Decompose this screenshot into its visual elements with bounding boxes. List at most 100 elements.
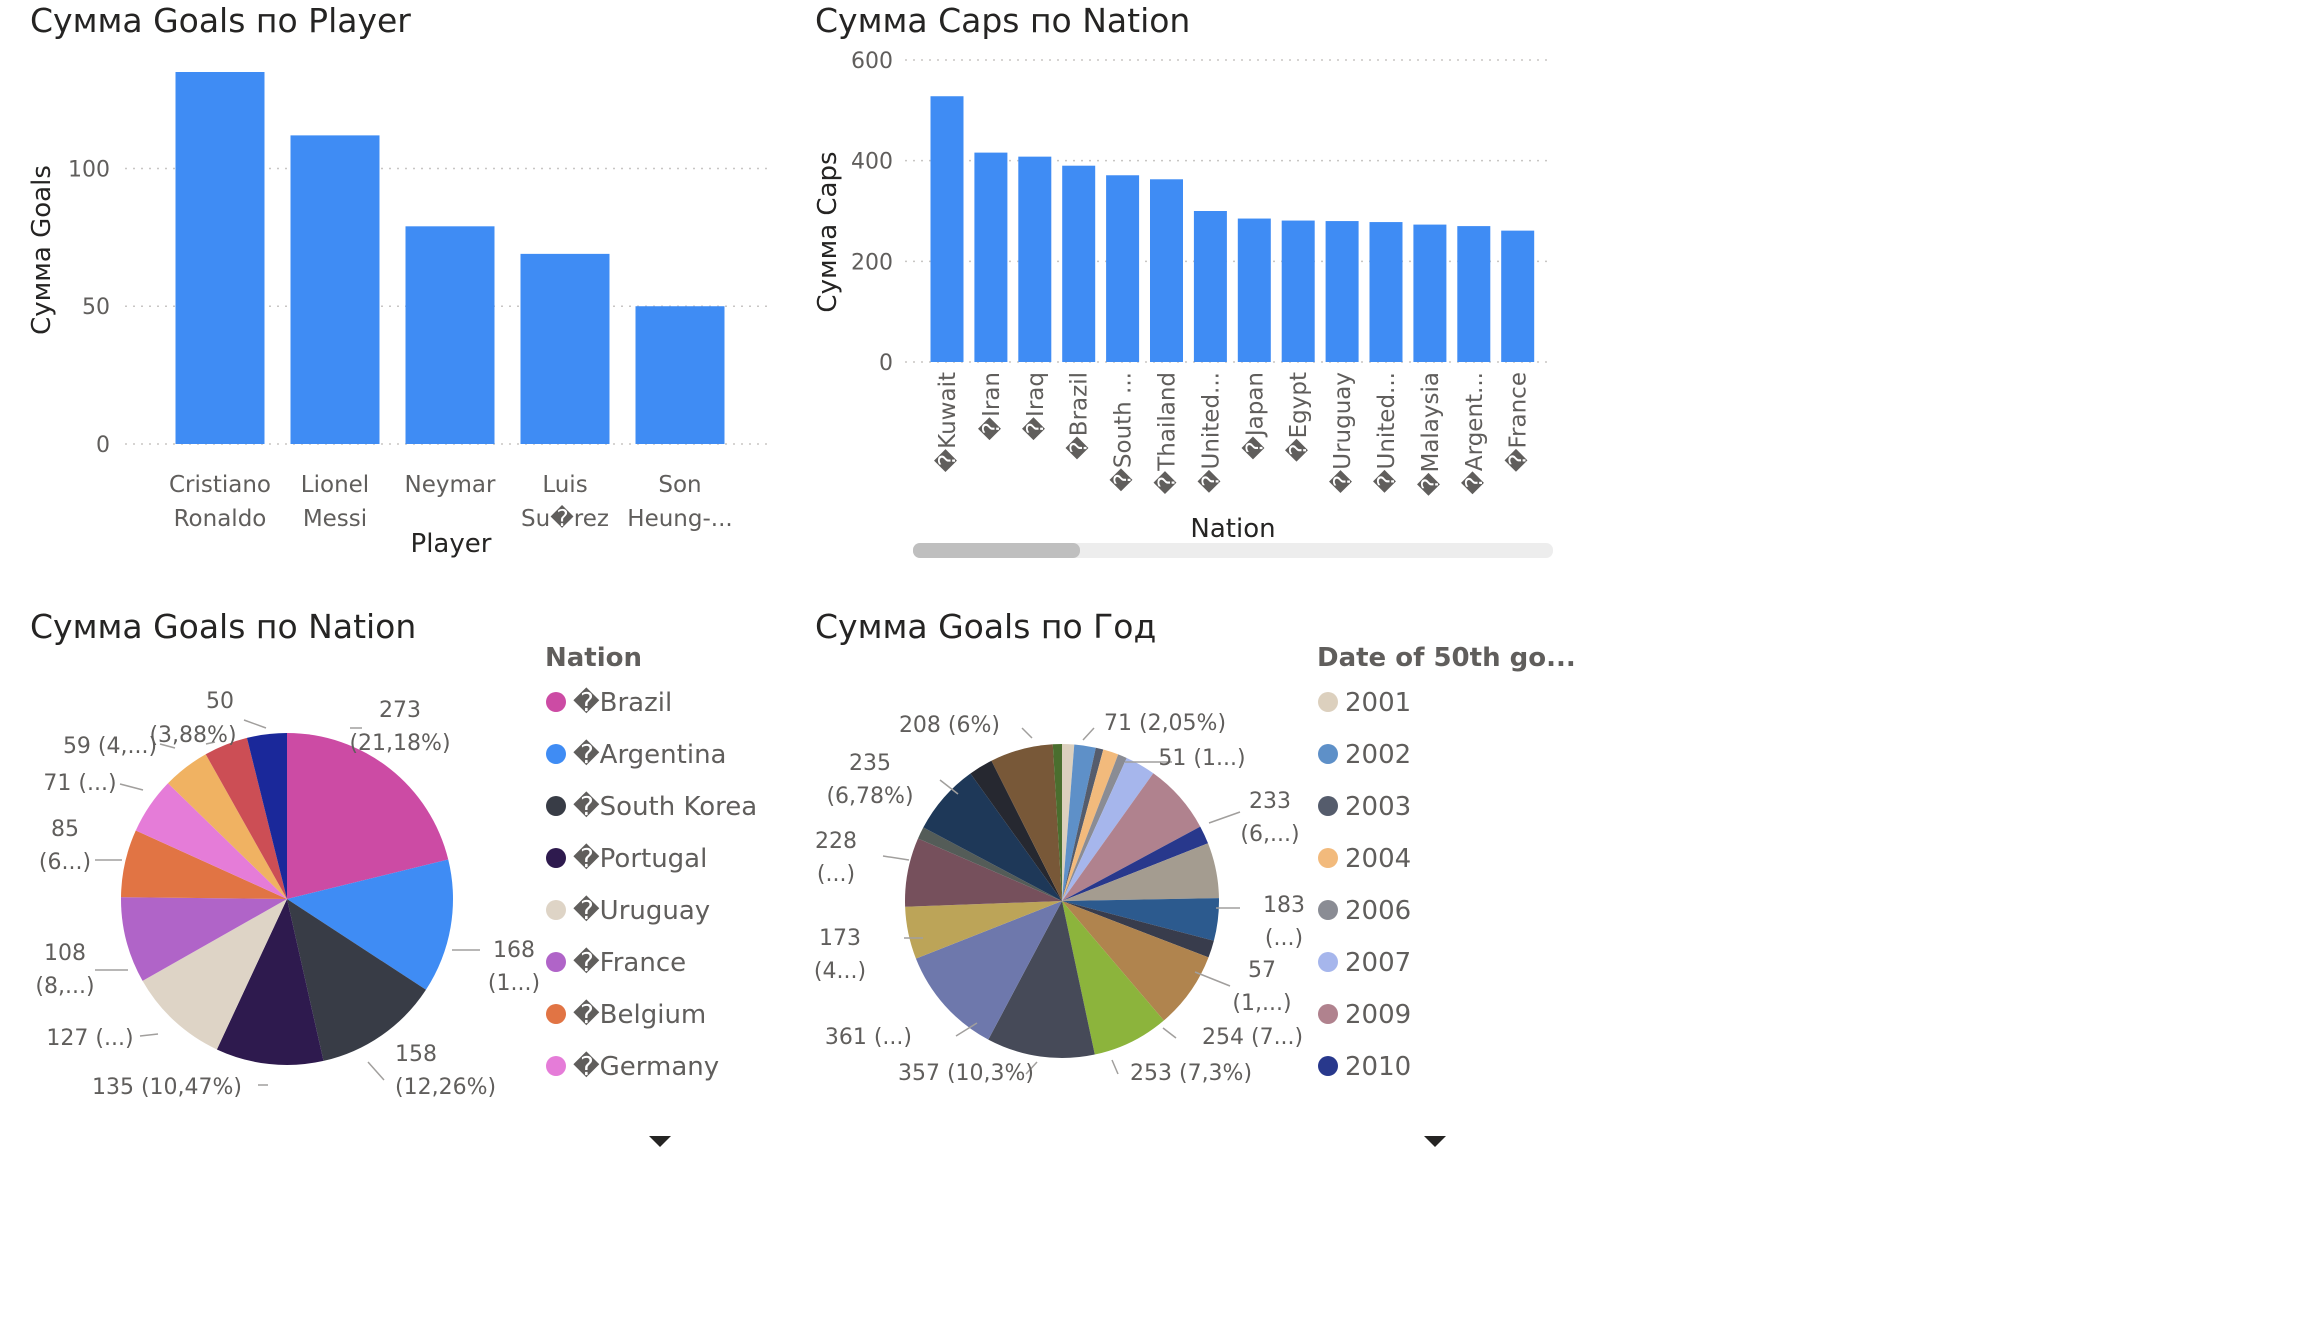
leader-line bbox=[1194, 971, 1231, 987]
y-tick-label: 200 bbox=[851, 250, 893, 275]
legend-item: �Brazil bbox=[573, 687, 672, 718]
pie-slice bbox=[1062, 773, 1201, 901]
pie-slice bbox=[1062, 754, 1127, 901]
leader-line bbox=[243, 719, 267, 729]
bar bbox=[405, 226, 495, 444]
leader-line bbox=[882, 855, 910, 861]
data-label: 228 bbox=[815, 829, 857, 854]
chart-title: Сумма Goals по Год bbox=[815, 607, 1156, 646]
pie-slice bbox=[287, 899, 426, 1061]
data-label: 85 bbox=[51, 817, 79, 842]
pie-slice bbox=[167, 754, 287, 899]
x-tick-label: �Brazil bbox=[1065, 372, 1093, 460]
bar bbox=[1413, 224, 1447, 362]
x-tick-label: �United... bbox=[1372, 372, 1400, 493]
y-tick-label: 400 bbox=[851, 150, 893, 175]
leader-line bbox=[1025, 1061, 1038, 1075]
bar bbox=[1281, 220, 1315, 362]
pie-slice bbox=[1062, 901, 1214, 958]
legend-item: �Portugal bbox=[573, 843, 707, 874]
bar bbox=[1369, 222, 1403, 362]
bar bbox=[175, 72, 265, 444]
legend-marker bbox=[1318, 1056, 1338, 1076]
pie-slice bbox=[970, 760, 1062, 901]
legend-marker bbox=[546, 796, 566, 816]
bar bbox=[1062, 165, 1096, 362]
leader-line bbox=[1111, 1059, 1119, 1075]
pie-slice bbox=[205, 737, 287, 899]
leader-line bbox=[1021, 727, 1033, 739]
y-tick-label: 0 bbox=[96, 433, 110, 458]
legend-item: 2007 bbox=[1345, 948, 1411, 978]
data-label: 208 (6%) bbox=[899, 713, 1000, 738]
legend-item: 2009 bbox=[1345, 1000, 1411, 1030]
legend-item: �Uruguay bbox=[573, 895, 710, 926]
pie-slice bbox=[142, 899, 287, 1050]
chart-title: Сумма Goals по Nation bbox=[30, 607, 416, 646]
data-label: 59 (4,...) bbox=[63, 734, 157, 759]
x-tick-label: �United... bbox=[1196, 372, 1224, 493]
pie-slice bbox=[1062, 901, 1164, 1055]
x-tick-label: �Egypt bbox=[1284, 372, 1312, 462]
legend-item: 2003 bbox=[1345, 792, 1411, 822]
pie-slice bbox=[1062, 898, 1219, 941]
leader-line bbox=[1162, 1027, 1177, 1039]
bar bbox=[974, 152, 1008, 362]
legend-more-arrow bbox=[1424, 1136, 1446, 1147]
bar bbox=[1325, 221, 1359, 362]
x-tick-label: �Kuwait bbox=[933, 372, 961, 472]
pie-slice bbox=[1052, 744, 1062, 901]
pie-slice bbox=[905, 901, 1062, 959]
pie-slice bbox=[287, 733, 449, 899]
pie-slice bbox=[991, 744, 1062, 901]
pie-slice bbox=[135, 783, 287, 899]
legend-marker bbox=[546, 1004, 566, 1024]
legend-marker bbox=[1318, 744, 1338, 764]
y-tick-label: 100 bbox=[68, 157, 110, 182]
pie-slice bbox=[905, 838, 1062, 907]
x-tick-label: �Malaysia bbox=[1416, 372, 1444, 496]
data-label: (...) bbox=[817, 862, 855, 887]
pie-slice bbox=[121, 830, 287, 899]
data-label: 108 bbox=[44, 941, 86, 966]
leader-line bbox=[119, 783, 144, 791]
bar bbox=[520, 253, 610, 444]
legend-marker bbox=[546, 900, 566, 920]
goals-by-year-pie: Сумма Goals по Год 71 (2,05%)51 (1...)23… bbox=[814, 607, 1576, 1147]
legend-marker bbox=[1318, 796, 1338, 816]
legend-item: �Germany bbox=[573, 1051, 719, 1082]
data-label: (6,78%) bbox=[826, 784, 913, 809]
leader-line bbox=[1082, 727, 1095, 741]
x-tick-label: Neymar bbox=[405, 472, 496, 498]
legend-marker bbox=[1318, 900, 1338, 920]
x-tick-label: Messi bbox=[303, 506, 367, 532]
bar bbox=[1018, 156, 1052, 362]
data-label: (6,...) bbox=[1240, 822, 1299, 847]
data-label: (4...) bbox=[814, 959, 866, 984]
data-label: (6...) bbox=[39, 850, 91, 875]
pie-slice bbox=[1062, 901, 1209, 1021]
pie-slice bbox=[216, 899, 324, 1065]
pie-slice bbox=[1062, 757, 1154, 901]
pie-slice bbox=[246, 733, 287, 899]
legend-item: �Argentina bbox=[573, 739, 727, 770]
data-label: 233 bbox=[1249, 789, 1291, 814]
data-label: 135 (10,47%) bbox=[92, 1075, 242, 1100]
chart-title: Сумма Goals по Player bbox=[30, 1, 411, 40]
pie-slice bbox=[915, 901, 1062, 1040]
data-label: 254 (7...) bbox=[1202, 1025, 1303, 1050]
x-tick-label: Ronaldo bbox=[174, 506, 267, 532]
bar bbox=[290, 135, 380, 444]
x-tick-label: �Argent... bbox=[1460, 372, 1488, 495]
legend-marker bbox=[546, 952, 566, 972]
legend-marker bbox=[546, 692, 566, 712]
leader-line bbox=[139, 1033, 159, 1037]
x-tick-label: Cristiano bbox=[169, 472, 271, 498]
data-label: 168 bbox=[493, 938, 535, 963]
y-axis-title: Сумма Caps bbox=[813, 151, 843, 312]
data-label: 51 (1...) bbox=[1158, 746, 1245, 771]
data-label: 273 bbox=[379, 698, 421, 723]
legend-item: 2006 bbox=[1345, 896, 1411, 926]
bar bbox=[1106, 175, 1140, 362]
data-label: (1,...) bbox=[1232, 991, 1291, 1016]
